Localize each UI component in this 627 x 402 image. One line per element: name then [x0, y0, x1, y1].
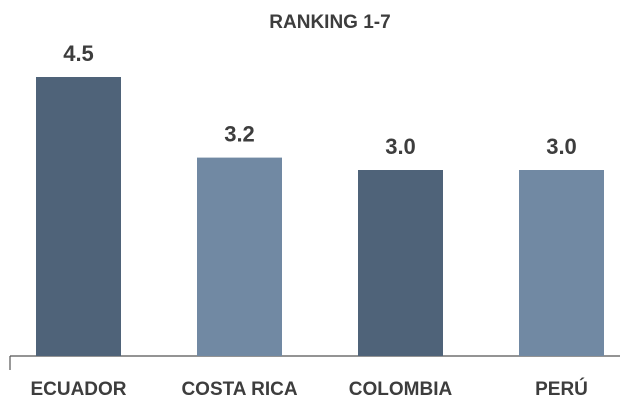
- value-label: 3.0: [546, 134, 577, 159]
- x-tick-label: COLOMBIA: [349, 379, 453, 400]
- value-label: 4.5: [63, 41, 94, 66]
- value-label: 3.0: [385, 134, 416, 159]
- value-label: 3.2: [224, 121, 255, 146]
- bar: [519, 170, 604, 356]
- bar: [197, 157, 282, 356]
- x-tick-label: COSTA RICA: [181, 379, 297, 400]
- x-tick-label: PERÚ: [535, 378, 588, 400]
- bar: [36, 77, 121, 356]
- bar: [358, 170, 443, 356]
- x-tick-label: ECUADOR: [30, 379, 126, 400]
- chart-title: RANKING 1-7: [269, 12, 390, 33]
